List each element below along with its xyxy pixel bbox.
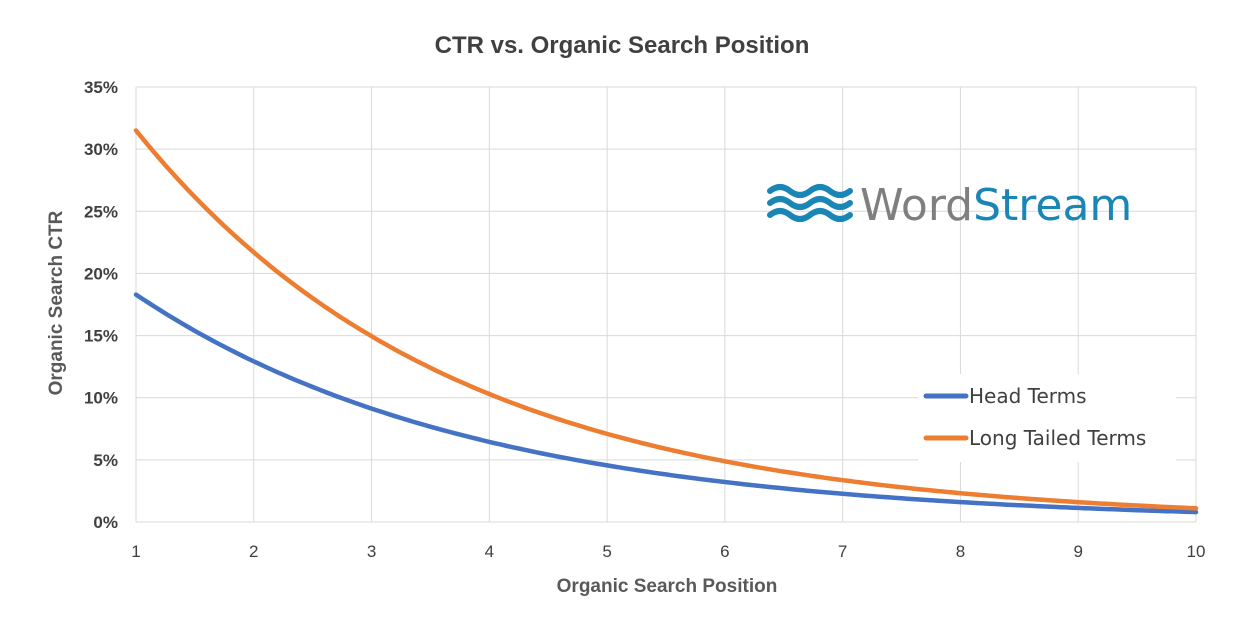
x-tick-label: 10 xyxy=(1187,542,1206,561)
logo-text-word: Word xyxy=(860,180,973,231)
series-1-point xyxy=(134,293,138,297)
series-line-2 xyxy=(133,128,1199,511)
series-2-point xyxy=(605,432,609,436)
series-2-point xyxy=(487,392,491,396)
y-tick-labels: 0% 5% 10% 15% 20% 25% 30% 35% xyxy=(84,78,118,532)
series-1-point xyxy=(370,406,374,410)
y-tick-label: 35% xyxy=(84,78,118,97)
series-line-1 xyxy=(133,292,1199,515)
series-2-point xyxy=(1076,500,1080,504)
legend: Head Terms Long Tailed Terms xyxy=(918,374,1176,462)
series-layer xyxy=(133,128,1199,515)
wordstream-logo: WordStream xyxy=(767,180,1132,231)
x-tick-label: 9 xyxy=(1073,542,1082,561)
x-tick-label: 7 xyxy=(838,542,847,561)
series-2-point xyxy=(134,129,138,133)
x-tick-label: 5 xyxy=(602,542,611,561)
x-tick-label: 1 xyxy=(131,542,140,561)
y-axis-label: Organic Search CTR xyxy=(46,210,67,395)
logo-text-stream: Stream xyxy=(973,180,1132,231)
y-tick-label: 20% xyxy=(84,264,118,283)
series-1-point xyxy=(605,463,609,467)
x-axis-label: Organic Search Position xyxy=(557,576,778,597)
x-tick-labels: 1 2 3 4 5 6 7 8 9 10 xyxy=(131,542,1205,561)
series-2-point xyxy=(841,478,845,482)
series-1-point xyxy=(487,439,491,443)
y-tick-label: 10% xyxy=(84,389,118,408)
series-1-point xyxy=(841,490,845,494)
grid-layer xyxy=(135,86,1197,523)
series-1-point xyxy=(252,358,256,362)
x-tick-label: 8 xyxy=(956,542,965,561)
x-tick-label: 6 xyxy=(720,542,729,561)
series-1-point xyxy=(1076,505,1080,509)
logo-text: WordStream xyxy=(860,180,1132,231)
series-2-point xyxy=(723,459,727,463)
waves-icon xyxy=(767,184,853,222)
y-tick-label: 30% xyxy=(84,140,118,159)
legend-label: Long Tailed Terms xyxy=(969,426,1146,450)
legend-box xyxy=(918,374,1176,462)
legend-label: Head Terms xyxy=(969,384,1087,408)
series-1-point xyxy=(723,479,727,483)
x-tick-label: 3 xyxy=(367,542,376,561)
series-2-point xyxy=(252,250,256,254)
series-2-point xyxy=(958,491,962,495)
y-tick-label: 15% xyxy=(84,327,118,346)
series-2-point xyxy=(370,335,374,339)
y-tick-label: 25% xyxy=(84,202,118,221)
series-2-point xyxy=(1194,506,1198,510)
y-tick-label: 5% xyxy=(93,451,118,470)
y-tick-label: 0% xyxy=(93,513,118,532)
series-1-point xyxy=(1194,510,1198,514)
series-1-point xyxy=(958,499,962,503)
x-tick-label: 4 xyxy=(485,542,494,561)
x-tick-label: 2 xyxy=(249,542,258,561)
chart-title: CTR vs. Organic Search Position xyxy=(435,32,810,59)
